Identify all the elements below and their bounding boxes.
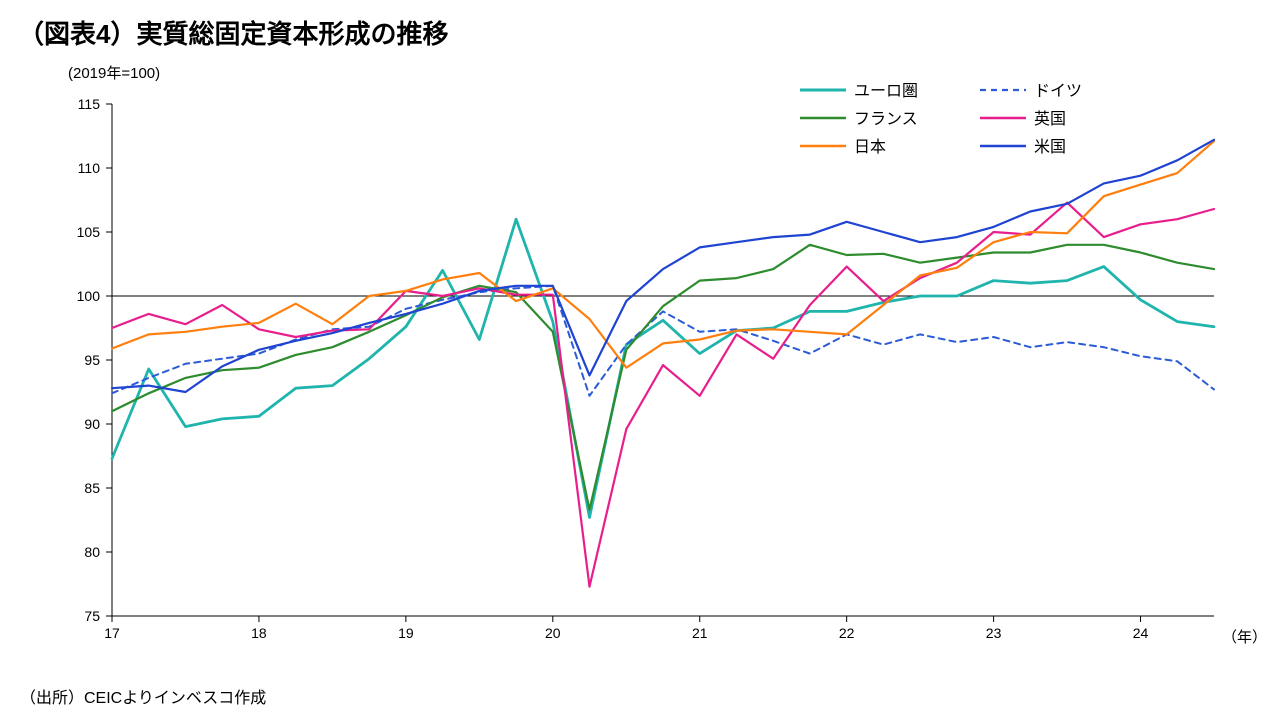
series-line	[112, 245, 1214, 510]
legend-label: 英国	[1034, 110, 1066, 128]
legend-label: 日本	[854, 138, 886, 156]
svg-text:20: 20	[545, 625, 561, 641]
svg-text:23: 23	[986, 625, 1002, 641]
svg-text:110: 110	[78, 160, 101, 176]
svg-text:85: 85	[84, 480, 100, 496]
chart-title: （図表4）実質総固定資本形成の推移	[18, 14, 448, 51]
svg-text:75: 75	[84, 608, 100, 624]
svg-text:105: 105	[77, 224, 101, 240]
svg-text:21: 21	[692, 625, 708, 641]
series-line	[112, 286, 1214, 396]
svg-text:24: 24	[1133, 625, 1149, 641]
svg-text:19: 19	[398, 625, 414, 641]
legend-label: フランス	[854, 111, 918, 128]
svg-text:95: 95	[84, 352, 100, 368]
svg-text:80: 80	[84, 544, 100, 560]
line-chart-svg: 75 80 85 90 95 100 105 110 115 17 18 19 20 21 22 23 24 ユー…	[64, 56, 1234, 666]
series-line	[112, 140, 1214, 392]
series-line	[112, 203, 1214, 587]
chart-area: 75 80 85 90 95 100 105 110 115 17 18 19 20 21 22 23 24 ユー…	[64, 56, 1234, 666]
legend-label: 米国	[1034, 138, 1066, 156]
x-axis-unit-label: （年）	[1222, 626, 1267, 647]
svg-text:17: 17	[104, 625, 120, 641]
chart-source: （出所）CEICよりインベスコ作成	[20, 684, 266, 708]
series-line	[112, 219, 1214, 517]
legend-label: ドイツ	[1034, 83, 1082, 100]
svg-text:115: 115	[78, 96, 101, 112]
svg-text:100: 100	[77, 288, 101, 304]
legend-label: ユーロ圏	[854, 83, 918, 100]
svg-text:90: 90	[84, 416, 100, 432]
svg-text:18: 18	[251, 625, 267, 641]
svg-text:22: 22	[839, 625, 855, 641]
